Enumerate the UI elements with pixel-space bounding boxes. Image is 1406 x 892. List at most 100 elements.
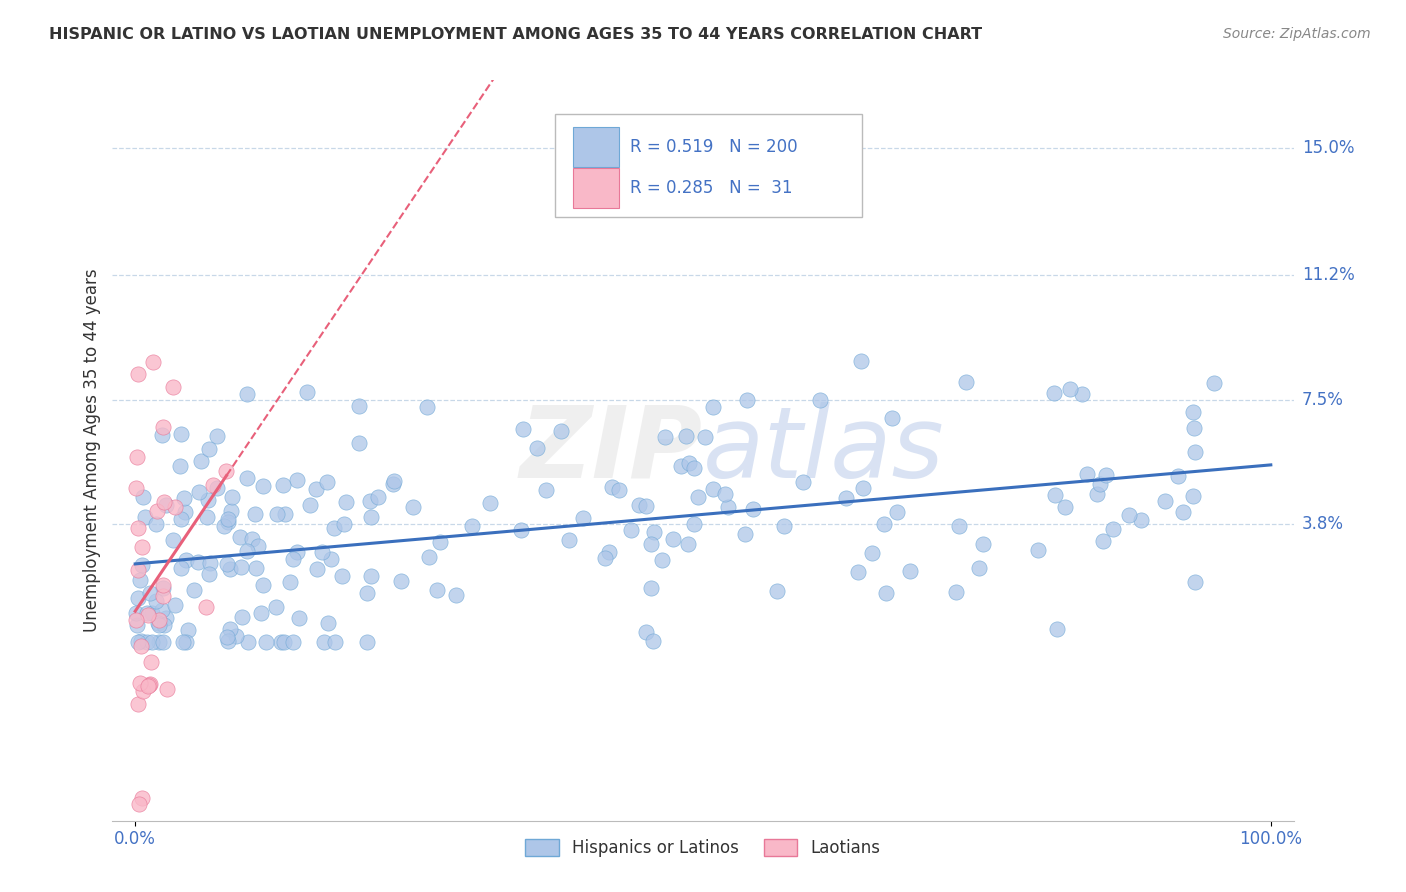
Point	[273, 477, 295, 491]
Point	[139, 586, 162, 600]
Point	[127, 563, 149, 577]
Point	[898, 564, 921, 578]
Point	[737, 393, 759, 408]
Point	[1043, 385, 1066, 400]
Point	[141, 635, 163, 649]
Point	[835, 491, 858, 505]
Point	[205, 428, 228, 442]
Point	[127, 697, 149, 711]
Point	[955, 376, 977, 390]
Point	[142, 355, 165, 369]
Point	[1053, 500, 1076, 515]
Point	[880, 410, 903, 425]
Point	[141, 606, 163, 620]
Point	[322, 521, 344, 535]
Point	[217, 515, 239, 529]
Legend: Hispanics or Latinos, Laotians: Hispanics or Latinos, Laotians	[519, 832, 887, 864]
Point	[288, 611, 311, 625]
Point	[273, 635, 295, 649]
Point	[875, 586, 897, 600]
Point	[734, 526, 756, 541]
Point	[1091, 533, 1114, 548]
Point	[686, 490, 709, 504]
Point	[332, 516, 354, 531]
Point	[972, 536, 994, 550]
Point	[155, 611, 177, 625]
Point	[148, 635, 170, 649]
Point	[429, 534, 451, 549]
Point	[139, 677, 162, 691]
Point	[886, 506, 908, 520]
Point	[278, 574, 301, 589]
Point	[323, 635, 346, 649]
Text: 15.0%: 15.0%	[1302, 138, 1354, 157]
Point	[444, 588, 467, 602]
Point	[356, 635, 378, 649]
Point	[550, 425, 572, 439]
Text: atlas: atlas	[703, 402, 945, 499]
Point	[132, 684, 155, 698]
Point	[174, 553, 197, 567]
Point	[190, 454, 212, 468]
Point	[125, 617, 148, 632]
Point	[125, 481, 148, 495]
Point	[640, 581, 662, 595]
Point	[136, 607, 159, 622]
Point	[252, 578, 274, 592]
Point	[145, 504, 167, 518]
Point	[598, 545, 620, 559]
Point	[283, 635, 305, 649]
Point	[170, 512, 193, 526]
Point	[319, 552, 342, 566]
Point	[243, 507, 266, 521]
Point	[205, 481, 228, 495]
Point	[236, 387, 259, 401]
Point	[153, 618, 176, 632]
Point	[1102, 522, 1125, 536]
Point	[238, 635, 260, 649]
Point	[714, 487, 737, 501]
Point	[148, 613, 170, 627]
Text: Source: ZipAtlas.com: Source: ZipAtlas.com	[1223, 27, 1371, 41]
Point	[131, 540, 153, 554]
Point	[252, 479, 274, 493]
Point	[702, 482, 724, 496]
Text: R = 0.519   N = 200: R = 0.519 N = 200	[630, 138, 797, 156]
Point	[534, 483, 557, 497]
Point	[129, 639, 152, 653]
Point	[152, 419, 174, 434]
Point	[402, 500, 425, 514]
Point	[285, 545, 308, 559]
Point	[682, 461, 704, 475]
Y-axis label: Unemployment Among Ages 35 to 44 years: Unemployment Among Ages 35 to 44 years	[83, 268, 101, 632]
Point	[229, 530, 252, 544]
Point	[212, 518, 235, 533]
Point	[314, 635, 336, 649]
Point	[177, 623, 200, 637]
Point	[124, 607, 146, 621]
Point	[188, 484, 211, 499]
Point	[125, 450, 148, 465]
Point	[526, 442, 548, 456]
Point	[219, 562, 242, 576]
Point	[650, 553, 672, 567]
Point	[636, 499, 658, 513]
Point	[173, 506, 195, 520]
Point	[304, 482, 326, 496]
Point	[254, 635, 277, 649]
Point	[245, 561, 267, 575]
Point	[152, 635, 174, 649]
Point	[510, 523, 533, 537]
Point	[425, 583, 447, 598]
Point	[170, 561, 193, 575]
Point	[479, 496, 502, 510]
Point	[162, 380, 184, 394]
Point	[145, 516, 167, 531]
Point	[152, 578, 174, 592]
Point	[215, 465, 238, 479]
Point	[235, 544, 257, 558]
Point	[347, 399, 370, 413]
Point	[620, 523, 643, 537]
Point	[215, 630, 238, 644]
Point	[129, 634, 152, 648]
